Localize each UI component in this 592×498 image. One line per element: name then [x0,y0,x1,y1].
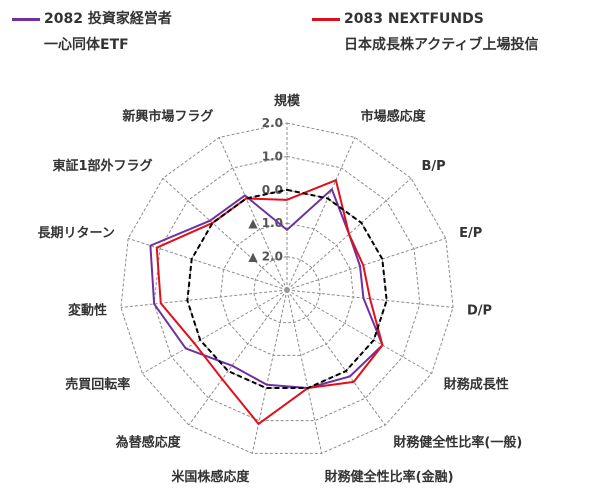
spoke-4 [286,289,454,308]
axis-label-2: B/P [422,159,446,174]
spoke-12 [128,237,288,291]
axis-label-9: 為替感応度 [116,434,182,450]
axis-label-6: 財務健全性比率(一般) [392,434,522,450]
tick-label-1: 1.0 [262,149,283,163]
axis-label-1: 市場感応度 [361,109,427,125]
axis-label-4: D/P [467,304,492,319]
grid-ring-1 [220,222,354,356]
axis-label-3: E/P [459,226,482,241]
axis-label-11: 変動性 [68,303,107,319]
legend-label-2083-line1: 2083 NEXTFUNDS [344,11,484,27]
axis-label-0: 規模 [274,93,301,109]
axis-label-5: 財務成長性 [443,377,509,393]
axis-label-13: 東証1部外フラグ [52,158,152,174]
spoke-8 [251,289,288,454]
legend-entry-2083: 2083 NEXTFUNDS 日本成長株アクティブ上場投信 [312,6,538,58]
axis-label-7: 財務健全性比率(金融) [324,469,454,485]
spoke-14 [218,137,288,291]
series-line-0 [149,188,384,390]
spoke-6 [286,289,386,426]
center-dot [284,287,290,293]
axis-label-8: 米国株感応度 [171,469,250,485]
reference-line-zero [186,188,388,390]
tick-label-0: 2.0 [262,116,283,130]
axis-label-14: 新興市場フラグ [122,109,213,125]
series-line-1 [155,179,384,425]
tick-label-4: ▲ 2.0 [248,250,283,264]
spoke-7 [286,289,323,454]
legend-label-2082-line1: 2082 投資家経営者 [44,11,172,27]
spoke-9 [188,289,288,426]
grid-ring-4 [120,122,454,454]
spoke-11 [120,289,288,308]
axis-label-12: 長期リターン [37,226,114,241]
legend-swatch-2082 [12,17,40,21]
spoke-3 [286,237,446,291]
legend-label-2083-line2: 日本成長株アクティブ上場投信 [344,37,539,53]
legend-swatch-2083 [312,17,340,21]
legend-entry-2082: 2082 投資家経営者 一心同体ETF [12,6,172,58]
spoke-10 [142,289,288,374]
grid-ring-3 [153,155,421,422]
axis-label-10: 売買回転率 [65,377,130,393]
spoke-5 [286,289,432,374]
spoke-13 [162,177,288,291]
legend-label-2082-line2: 一心同体ETF [44,37,129,53]
spoke-2 [286,177,412,291]
spoke-1 [286,137,356,291]
